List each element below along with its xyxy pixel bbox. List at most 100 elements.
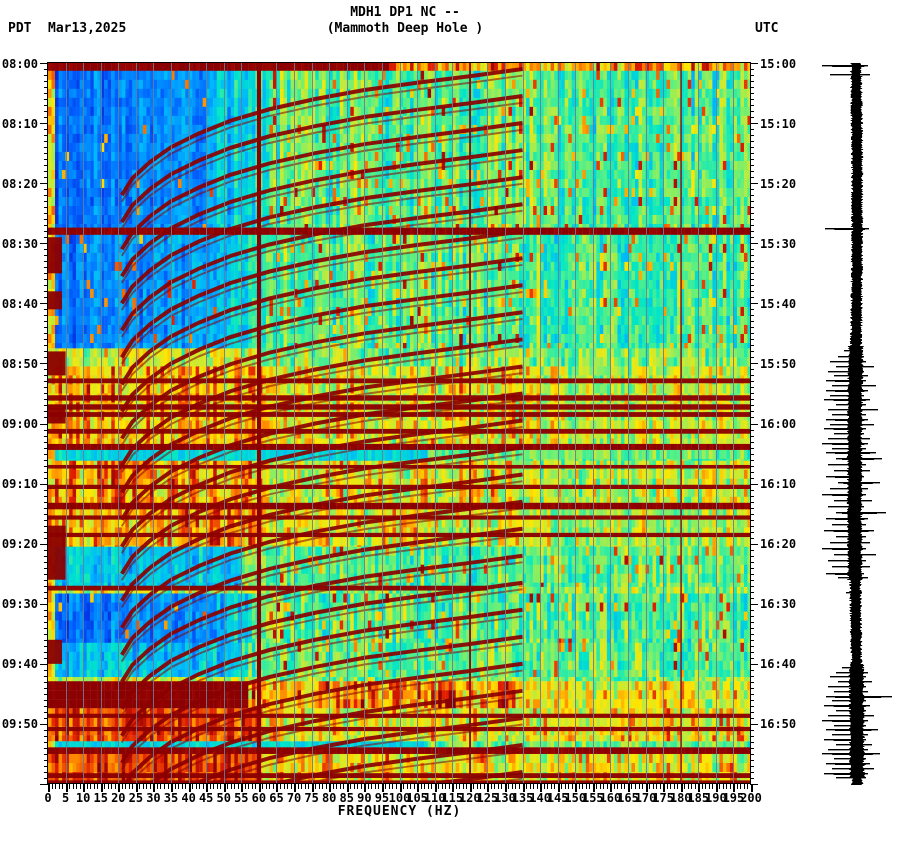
- freq-tick: [171, 784, 173, 792]
- freq-tick: [547, 784, 548, 789]
- freq-tick: [614, 784, 615, 789]
- freq-label: 25: [128, 791, 144, 805]
- freq-label: 145: [546, 791, 569, 805]
- freq-tick: [255, 784, 256, 789]
- freq-tick: [417, 784, 419, 792]
- freq-tick: [76, 784, 77, 789]
- seismogram-trace-canvas: [816, 63, 900, 785]
- time-tick-right: [750, 700, 754, 701]
- time-tick-right: [750, 586, 754, 587]
- freq-tick: [182, 784, 183, 789]
- time-tick-left: [44, 472, 48, 473]
- right-time-label: 16:10: [760, 477, 797, 491]
- freq-tick: [305, 784, 306, 789]
- time-tick-right: [750, 778, 754, 779]
- freq-tick: [108, 784, 109, 789]
- freq-label: 85: [339, 791, 354, 805]
- freq-tick: [319, 784, 320, 789]
- time-tick-right: [750, 243, 758, 244]
- time-tick-left: [44, 448, 48, 449]
- time-tick-left: [44, 171, 48, 172]
- time-tick-right: [750, 724, 758, 725]
- freq-tick: [487, 784, 489, 792]
- freq-tick: [505, 784, 507, 792]
- time-tick-right: [750, 610, 754, 611]
- time-tick-left: [44, 460, 48, 461]
- time-tick-left: [44, 430, 48, 431]
- time-tick-left: [40, 784, 48, 785]
- time-tick-left: [44, 177, 48, 178]
- freq-label: 60: [251, 791, 267, 805]
- freq-tick: [213, 784, 214, 789]
- time-tick-right: [750, 297, 754, 298]
- freq-tick: [343, 784, 344, 789]
- time-tick-left: [44, 333, 48, 334]
- freq-label: 40: [181, 791, 196, 805]
- time-tick-right: [750, 622, 754, 623]
- freq-tick: [192, 784, 193, 789]
- left-time-label: 08:30: [1, 237, 38, 251]
- right-time-label: 16:00: [760, 417, 797, 431]
- time-tick-right: [750, 646, 754, 647]
- freq-tick: [603, 784, 604, 789]
- freq-tick: [537, 784, 538, 789]
- time-tick-right: [750, 784, 758, 785]
- time-tick-left: [40, 724, 48, 725]
- time-tick-right: [750, 478, 754, 479]
- time-tick-right: [750, 742, 754, 743]
- freq-tick: [259, 784, 261, 792]
- freq-tick: [579, 784, 580, 789]
- time-tick-left: [44, 550, 48, 551]
- freq-tick: [702, 784, 703, 789]
- time-tick-right: [750, 417, 754, 418]
- freq-tick: [199, 784, 200, 789]
- time-tick-right: [750, 448, 754, 449]
- freq-tick: [586, 784, 587, 789]
- right-time-label: 16:20: [760, 537, 797, 551]
- time-tick-left: [44, 646, 48, 647]
- freq-label: 15: [93, 791, 108, 805]
- freq-tick: [90, 784, 91, 789]
- time-tick-right: [750, 706, 754, 707]
- freq-tick: [276, 784, 278, 792]
- time-tick-right: [750, 195, 754, 196]
- time-tick-right: [750, 351, 754, 352]
- time-tick-right: [750, 411, 754, 412]
- time-tick-right: [750, 514, 754, 515]
- time-tick-left: [44, 375, 48, 376]
- time-tick-right: [750, 285, 754, 286]
- freq-tick: [129, 784, 130, 789]
- time-tick-right: [750, 496, 754, 497]
- time-tick-left: [44, 442, 48, 443]
- freq-tick: [101, 784, 103, 792]
- time-tick-left: [44, 369, 48, 370]
- freq-label: 95: [374, 791, 390, 805]
- time-tick-right: [750, 658, 754, 659]
- time-tick-right: [750, 454, 754, 455]
- freq-label: 135: [511, 791, 534, 805]
- time-tick-right: [750, 430, 754, 431]
- freq-tick: [670, 784, 671, 789]
- frequency-axis-title: FREQUENCY (HZ): [337, 804, 462, 819]
- time-tick-right: [750, 766, 754, 767]
- time-tick-left: [44, 297, 48, 298]
- station-subtitle: (Mammoth Deep Hole ): [326, 21, 484, 36]
- time-tick-left: [44, 598, 48, 599]
- freq-tick: [698, 784, 700, 792]
- time-tick-right: [750, 598, 754, 599]
- time-tick-left: [44, 592, 48, 593]
- freq-tick: [716, 784, 718, 792]
- time-tick-right: [750, 676, 754, 677]
- frequency-axis-ticks: [48, 784, 753, 793]
- time-tick-left: [44, 75, 48, 76]
- freq-tick: [104, 784, 105, 789]
- freq-tick: [705, 784, 706, 789]
- freq-tick: [224, 784, 226, 792]
- freq-tick: [312, 784, 314, 792]
- freq-tick: [136, 784, 138, 792]
- freq-tick: [269, 784, 270, 789]
- freq-tick: [653, 784, 654, 789]
- freq-tick: [407, 784, 408, 789]
- time-tick-right: [750, 580, 754, 581]
- freq-tick: [160, 784, 161, 789]
